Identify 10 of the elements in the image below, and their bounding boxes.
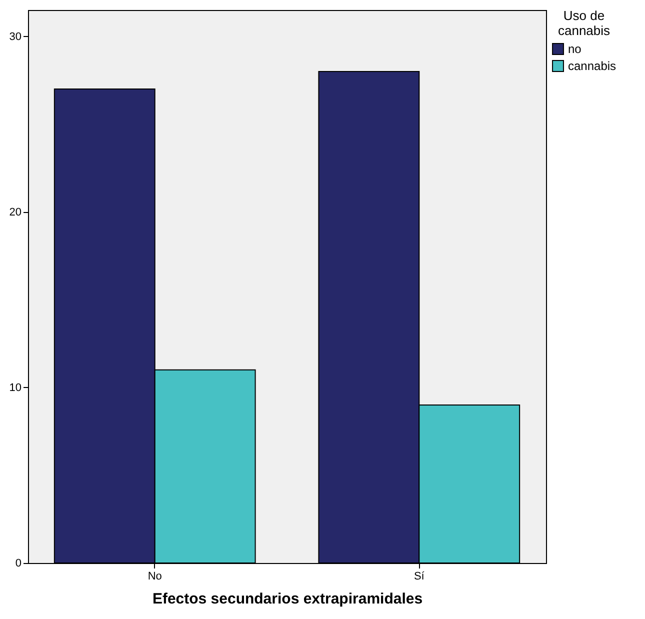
legend-label: no xyxy=(568,42,582,56)
y-tick-label: 0 xyxy=(15,558,22,570)
x-tick-label: No xyxy=(148,570,162,582)
legend-title: Uso de cannabis xyxy=(558,8,611,38)
x-tick-label: Sí xyxy=(414,570,426,582)
y-tick-label: 20 xyxy=(9,206,22,218)
legend-label: cannabis xyxy=(568,59,616,73)
y-tick-label: 30 xyxy=(9,30,22,43)
x-axis-title: Efectos secundarios extrapiramidales xyxy=(152,590,423,608)
y-tick-label: 10 xyxy=(9,382,22,394)
